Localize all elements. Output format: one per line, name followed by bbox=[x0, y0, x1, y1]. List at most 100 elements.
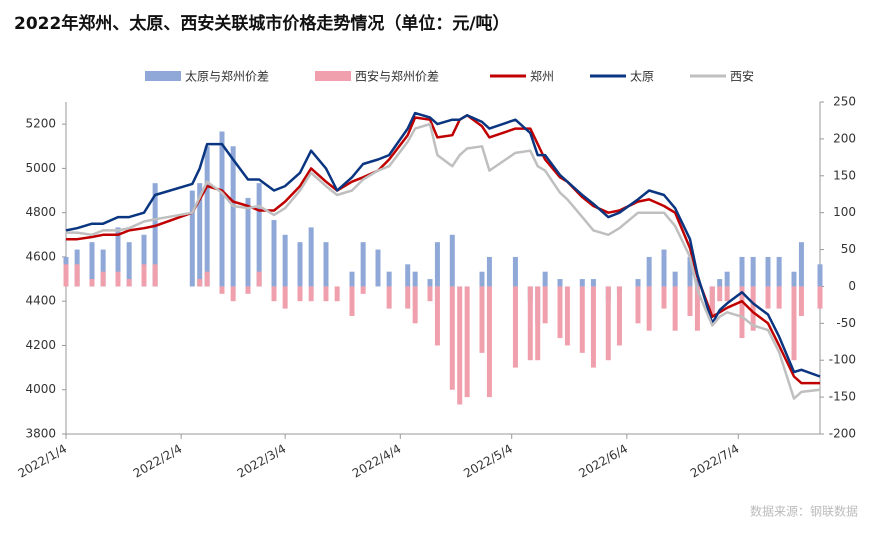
x-tick-label: 2022/7/4 bbox=[688, 442, 742, 481]
bar bbox=[709, 286, 715, 316]
bar bbox=[646, 256, 652, 287]
y2-tick-label: 150 bbox=[833, 168, 856, 182]
bar bbox=[672, 286, 678, 331]
bar bbox=[434, 286, 440, 346]
bar bbox=[405, 264, 411, 287]
bar bbox=[100, 249, 106, 287]
bar bbox=[152, 183, 158, 287]
bar bbox=[427, 286, 433, 302]
y-tick-label: 4000 bbox=[25, 382, 56, 396]
bar bbox=[672, 271, 678, 287]
bar bbox=[189, 190, 195, 287]
line bbox=[65, 111, 821, 378]
bar bbox=[334, 286, 340, 302]
bar bbox=[616, 286, 622, 346]
bar bbox=[126, 242, 132, 287]
bar bbox=[457, 286, 463, 405]
legend-label: 郑州 bbox=[530, 69, 554, 84]
x-tick-label: 2022/6/4 bbox=[576, 442, 630, 481]
chart-title: 2022年郑州、太原、西安关联城市价格走势情况（单位：元/吨） bbox=[14, 13, 510, 34]
bar bbox=[412, 271, 418, 287]
x-tick-label: 2022/2/4 bbox=[131, 442, 185, 481]
bar bbox=[542, 286, 548, 324]
bar bbox=[579, 286, 585, 353]
bar bbox=[694, 279, 700, 287]
bar bbox=[750, 286, 756, 331]
x-tick-label: 2022/5/4 bbox=[461, 442, 515, 481]
bar bbox=[386, 271, 392, 287]
bar bbox=[590, 286, 596, 368]
bar bbox=[308, 286, 314, 302]
bar bbox=[687, 286, 693, 316]
bar bbox=[141, 234, 147, 287]
bar bbox=[197, 279, 203, 287]
bar bbox=[798, 286, 804, 316]
bar bbox=[204, 146, 210, 287]
bar bbox=[386, 286, 392, 309]
bar bbox=[349, 271, 355, 287]
bar bbox=[694, 286, 700, 331]
legend-label: 西安与郑州价差 bbox=[355, 69, 439, 84]
bar bbox=[89, 279, 95, 287]
bar bbox=[605, 286, 611, 361]
bar bbox=[512, 286, 518, 368]
bar bbox=[282, 286, 288, 309]
x-tick-label: 2022/4/4 bbox=[350, 442, 404, 481]
legend-label: 西安 bbox=[730, 69, 754, 84]
bar bbox=[63, 264, 69, 287]
y-tick-label: 4800 bbox=[25, 205, 56, 219]
bar bbox=[564, 286, 570, 346]
y-tick-label: 4400 bbox=[25, 294, 56, 308]
bar bbox=[486, 286, 492, 398]
bar bbox=[74, 264, 80, 287]
bar bbox=[687, 256, 693, 287]
bar bbox=[89, 242, 95, 287]
y2-tick-label: 0 bbox=[848, 279, 856, 293]
source: 数据来源：钢联数据 bbox=[750, 504, 858, 519]
bar bbox=[282, 234, 288, 287]
legend-swatch bbox=[315, 71, 351, 81]
bar bbox=[360, 286, 366, 294]
bar bbox=[557, 279, 563, 287]
legend-swatch bbox=[145, 71, 181, 81]
bar bbox=[271, 220, 277, 287]
bar bbox=[486, 256, 492, 287]
y-tick-label: 5200 bbox=[25, 117, 56, 131]
bar bbox=[115, 271, 121, 287]
bar bbox=[115, 227, 121, 287]
bar bbox=[308, 227, 314, 287]
bar bbox=[765, 256, 771, 287]
bar bbox=[323, 286, 329, 302]
bar bbox=[542, 271, 548, 287]
y2-tick-label: -50 bbox=[836, 316, 856, 330]
y2-tick-label: 250 bbox=[833, 95, 856, 109]
y-tick-label: 4600 bbox=[25, 249, 56, 263]
bar bbox=[717, 286, 723, 302]
bar bbox=[527, 286, 533, 361]
bar bbox=[230, 286, 236, 302]
bar bbox=[245, 286, 251, 294]
bar bbox=[449, 234, 455, 287]
bar bbox=[635, 286, 641, 324]
bar bbox=[219, 286, 225, 294]
bar bbox=[141, 264, 147, 287]
legend-label: 太原 bbox=[630, 69, 654, 84]
line bbox=[66, 114, 820, 385]
bar bbox=[152, 264, 158, 287]
y2-tick-label: 50 bbox=[841, 242, 856, 256]
bar bbox=[579, 279, 585, 287]
bar bbox=[405, 286, 411, 309]
bar bbox=[661, 286, 667, 309]
bar bbox=[479, 286, 485, 353]
bar bbox=[791, 271, 797, 287]
bar bbox=[798, 242, 804, 287]
bar bbox=[230, 146, 236, 287]
bar bbox=[256, 183, 262, 287]
bar bbox=[204, 271, 210, 287]
bar bbox=[360, 242, 366, 287]
y-tick-label: 4200 bbox=[25, 338, 56, 352]
bar bbox=[427, 279, 433, 287]
bar bbox=[765, 286, 771, 309]
bar bbox=[557, 286, 563, 339]
